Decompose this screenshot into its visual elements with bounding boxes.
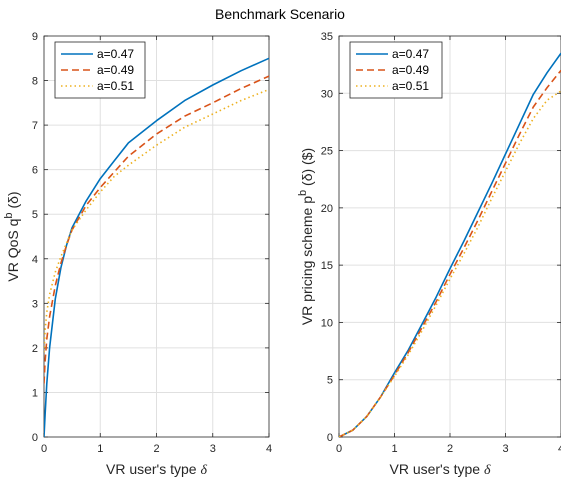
qos-ylabel-argument: (δ) — [5, 191, 21, 212]
qos-xtick-label: 3 — [210, 443, 216, 455]
qos-ytick-label: 4 — [32, 254, 38, 266]
qos-ytick-label: 0 — [32, 432, 38, 444]
qos-ylabel-main: VR QoS q — [5, 219, 21, 282]
pricing-ytick-label: 20 — [321, 203, 333, 215]
pricing-xlabel: VR user's type δ — [389, 461, 491, 478]
pricing-ytick-label: 30 — [321, 88, 333, 100]
pricing-ytick-label: 0 — [327, 432, 333, 444]
qos-series-line-0 — [44, 57, 269, 437]
qos-legend — [54, 41, 146, 99]
pricing-ytick-label: 5 — [327, 375, 333, 387]
pricing-xtick-label: 2 — [447, 443, 453, 455]
pricing-legend-label-1: a=0.49 — [392, 63, 429, 77]
qos-series-line-1 — [44, 75, 269, 384]
qos-ytick-label: 8 — [32, 76, 38, 88]
qos-xlabel: VR user's type δ — [106, 461, 208, 478]
qos-ylabel: VR QoS qb (δ) — [3, 191, 21, 281]
pricing-ylabel-main: VR pricing scheme p — [299, 196, 315, 325]
qos-ytick-label: 9 — [32, 31, 38, 43]
qos-legend-label-1: a=0.49 — [97, 63, 134, 77]
qos-ytick-label: 5 — [32, 209, 38, 221]
qos-chart: 0 1 2 3 4 0 1 2 3 4 5 6 7 8 9 VR user's type δ VR QoS qb… — [3, 31, 272, 478]
qos-legend-label-2: a=0.51 — [97, 79, 134, 93]
pricing-ylabel-superscript: b — [297, 190, 309, 196]
pricing-xtick-label: 1 — [391, 443, 397, 455]
qos-xtick-label: 1 — [97, 443, 103, 455]
pricing-legend-label-2: a=0.51 — [392, 79, 429, 93]
qos-ytick-label: 3 — [32, 298, 38, 310]
pricing-ytick-label: 10 — [321, 317, 333, 329]
qos-legend-label-0: a=0.47 — [97, 47, 134, 61]
qos-ytick-label: 1 — [32, 387, 38, 399]
qos-xtick-label: 4 — [266, 443, 272, 455]
pricing-ylabel-argument: (δ) ($) — [299, 148, 315, 190]
pricing-legend — [349, 41, 443, 99]
pricing-ylabel: VR pricing scheme pb (δ) ($) — [297, 148, 315, 325]
qos-ytick-label: 7 — [32, 120, 38, 132]
qos-xtick-label: 0 — [41, 443, 47, 455]
pricing-series-line-2 — [339, 90, 561, 437]
qos-xtick-label: 2 — [153, 443, 159, 455]
pricing-legend-label-0: a=0.47 — [392, 47, 429, 61]
qos-xlabel-symbol: δ — [200, 463, 207, 478]
qos-ylabel-superscript: b — [3, 212, 15, 218]
pricing-xtick-label: 3 — [502, 443, 508, 455]
pricing-ytick-label: 15 — [321, 260, 333, 272]
pricing-xtick-label: 0 — [336, 443, 342, 455]
pricing-ytick-label: 25 — [321, 146, 333, 158]
qos-ytick-label: 2 — [32, 343, 38, 355]
pricing-chart: 0 1 2 3 4 0 5 10 15 20 25 30 35 VR user's type δ VR pr… — [297, 31, 561, 478]
pricing-xlabel-symbol: δ — [484, 463, 491, 478]
figure-title: Benchmark Scenario — [215, 6, 345, 22]
pricing-ytick-label: 35 — [321, 31, 333, 43]
qos-ytick-label: 6 — [32, 165, 38, 177]
pricing-xtick-label: 4 — [558, 443, 561, 455]
